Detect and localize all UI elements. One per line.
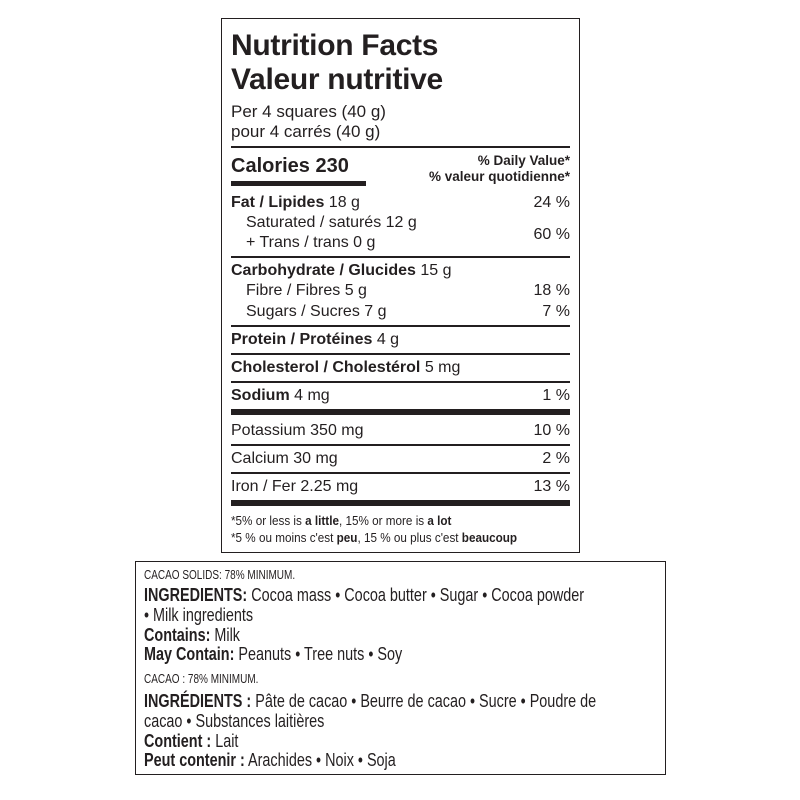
may-contain-fr: Peut contenir : Arachides • Noix • Soja xyxy=(144,750,396,770)
divider xyxy=(231,325,570,327)
footnote-en: *5% or less is a little, 15% or more is … xyxy=(231,513,452,528)
ingredients-fr: INGRÉDIENTS : Pâte de cacao • Beurre de … xyxy=(144,691,597,711)
protein-row: Protein / Protéines 4 g xyxy=(231,331,400,348)
fat-dv: 24 % xyxy=(533,194,570,211)
serving-fr: pour 4 carrés (40 g) xyxy=(231,122,381,141)
serving-en: Per 4 squares (40 g) xyxy=(231,102,386,121)
carb-row: Carbohydrate / Glucides 15 g xyxy=(231,262,452,279)
fat-row: Fat / Lipides 18 g xyxy=(231,194,360,211)
thick-divider xyxy=(231,409,570,415)
calories: Calories 230 xyxy=(231,155,349,177)
thick-divider xyxy=(231,500,570,506)
sodium-row: Sodium 4 mg xyxy=(231,387,330,404)
iron-dv: 13 % xyxy=(533,478,570,495)
ingredients-en: INGREDIENTS: Cocoa mass • Cocoa butter •… xyxy=(144,585,585,605)
divider xyxy=(231,472,570,474)
fibre-dv: 18 % xyxy=(533,282,570,299)
title-fr: Valeur nutritive xyxy=(231,63,443,96)
fibre-row: Fibre / Fibres 5 g xyxy=(246,282,367,299)
nutrition-facts-table: Nutrition Facts Valeur nutritive Per 4 s… xyxy=(221,18,580,553)
sat-trans-dv: 60 % xyxy=(533,226,570,243)
divider xyxy=(231,353,570,355)
calories-label: Calories xyxy=(231,155,310,177)
potassium-row: Potassium 350 mg xyxy=(231,422,364,439)
sodium-dv: 1 % xyxy=(542,387,570,404)
dv-header-fr: % valeur quotidienne* xyxy=(428,169,570,184)
divider xyxy=(231,256,570,258)
calories-bar xyxy=(231,181,366,186)
calcium-row: Calcium 30 mg xyxy=(231,450,338,467)
saturated-row: Saturated / saturés 12 g xyxy=(246,214,417,231)
title-en: Nutrition Facts xyxy=(231,29,439,62)
iron-row: Iron / Fer 2.25 mg xyxy=(231,478,359,495)
ingredients-box: CACAO SOLIDS: 78% MINIMUM. INGREDIENTS: … xyxy=(135,561,666,775)
cacao-solids-en: CACAO SOLIDS: 78% MINIMUM. xyxy=(144,568,296,582)
divider xyxy=(231,444,570,446)
cholesterol-row: Cholesterol / Cholestérol 5 mg xyxy=(231,359,461,376)
dv-header-en: % Daily Value* xyxy=(477,153,570,168)
sugars-dv: 7 % xyxy=(542,303,570,320)
footnote-fr: *5 % ou moins c'est peu, 15 % ou plus c'… xyxy=(231,530,518,545)
potassium-dv: 10 % xyxy=(533,422,570,439)
contains-fr: Contient : Lait xyxy=(144,731,239,751)
ingredients-en-cont: • Milk ingredients xyxy=(144,605,254,625)
calories-value: 230 xyxy=(315,155,349,177)
sugars-row: Sugars / Sucres 7 g xyxy=(246,303,387,320)
cacao-solids-fr: CACAO : 78% MINIMUM. xyxy=(144,672,259,686)
may-contain-en: May Contain: Peanuts • Tree nuts • Soy xyxy=(144,644,403,664)
trans-row: + Trans / trans 0 g xyxy=(246,234,376,251)
ingredients-fr-cont: cacao • Substances laitières xyxy=(144,711,325,731)
calcium-dv: 2 % xyxy=(542,450,570,467)
contains-en: Contains: Milk xyxy=(144,625,240,645)
divider xyxy=(231,381,570,383)
divider xyxy=(231,146,570,148)
